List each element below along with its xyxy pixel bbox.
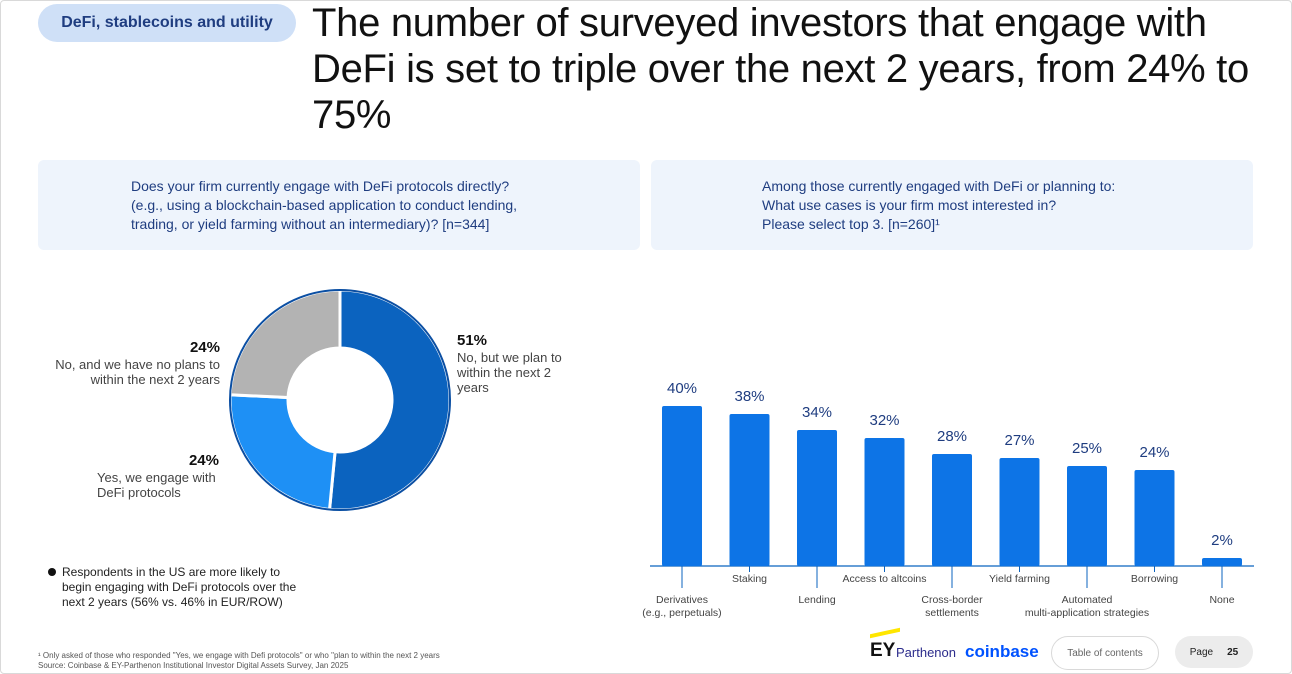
x-tick-label: Access to altcoins: [842, 573, 926, 585]
donut-value-label: 24%: [189, 339, 220, 356]
bar-7: [1134, 470, 1175, 566]
bar-8: [1202, 558, 1242, 566]
bullet-dot-icon: [48, 568, 56, 576]
donut-category-label: No, but we plan to within the next 2 yea…: [457, 350, 562, 395]
bullet-note: Respondents in the US are more likely to…: [48, 565, 308, 610]
bar-value-label: 27%: [1004, 432, 1034, 449]
question-text-left: Does your firm currently engage with DeF…: [131, 178, 518, 232]
question-text-right: Among those currently engaged with DeFi …: [762, 178, 1116, 232]
question-box-right: Among those currently engaged with DeFi …: [651, 160, 1253, 250]
ey-logo: EY: [870, 627, 900, 662]
x-tick-label: Cross-border settlements: [921, 594, 983, 619]
donut-outline: [229, 289, 451, 511]
donut-category-label: No, and we have no plans to within the n…: [55, 357, 220, 387]
donut-chart: [228, 288, 452, 512]
section-tag: DeFi, stablecoins and utility: [38, 4, 296, 42]
bar-1: [729, 414, 770, 566]
bar-5: [999, 458, 1040, 566]
donut-slice-0: [327, 288, 452, 512]
donut-label-yes: 24% Yes, we engage with DeFi protocols: [97, 453, 219, 500]
page-title: The number of surveyed investors that en…: [312, 1, 1249, 137]
bar-chart: 40% Derivatives (e.g., perpetuals) 38% Staki…: [642, 380, 1254, 619]
donut-slice-1: [228, 393, 337, 512]
bar-4: [932, 454, 972, 566]
source-text: Source: Coinbase & EY-Parthenon Institut…: [38, 661, 349, 670]
bar-3: [864, 438, 905, 566]
x-tick-label: Derivatives (e.g., perpetuals): [642, 594, 721, 619]
donut-value-label: 51%: [457, 332, 488, 349]
donut-label-plan: 51% No, but we plan to within the next 2…: [457, 333, 577, 395]
donut-label-no-plans: 24% No, and we have no plans to within t…: [50, 340, 220, 387]
bar-value-label: 2%: [1211, 532, 1233, 549]
bar-value-label: 32%: [869, 412, 899, 429]
question-box-left: Does your firm currently engage with DeF…: [38, 160, 640, 250]
table-of-contents-button[interactable]: Table of contents: [1051, 636, 1159, 670]
bar-value-label: 25%: [1072, 440, 1102, 457]
page-number: 25: [1227, 646, 1239, 658]
parthenon-logo: Parthenon: [896, 645, 956, 660]
footnote: ¹ Only asked of those who responded "Yes…: [38, 651, 440, 671]
coinbase-logo: coinbase: [965, 642, 1039, 661]
page-indicator: Page 25: [1175, 636, 1253, 668]
x-tick-label: Borrowing: [1131, 573, 1178, 585]
bar-2: [797, 430, 837, 566]
bar-value-label: 40%: [667, 380, 697, 397]
bar-value-label: 34%: [802, 404, 832, 421]
donut-value-label: 24%: [188, 452, 219, 469]
bar-value-label: 38%: [734, 388, 764, 405]
x-tick-label: Staking: [732, 573, 767, 585]
donut-category-label: Yes, we engage with DeFi protocols: [97, 470, 216, 500]
bar-6: [1067, 466, 1107, 566]
bar-0: [662, 406, 702, 566]
bar-value-label: 24%: [1139, 444, 1169, 461]
footnote-text: ¹ Only asked of those who responded "Yes…: [38, 651, 440, 660]
x-tick-label: Yield farming: [989, 573, 1050, 585]
x-tick-label: Automated multi-application strategies: [1025, 594, 1149, 619]
bar-value-label: 28%: [937, 428, 967, 445]
bullet-note-text: Respondents in the US are more likely to…: [62, 565, 297, 609]
page-label: Page: [1189, 646, 1214, 658]
x-tick-label: Lending: [798, 594, 836, 606]
x-tick-label: None: [1209, 594, 1234, 606]
